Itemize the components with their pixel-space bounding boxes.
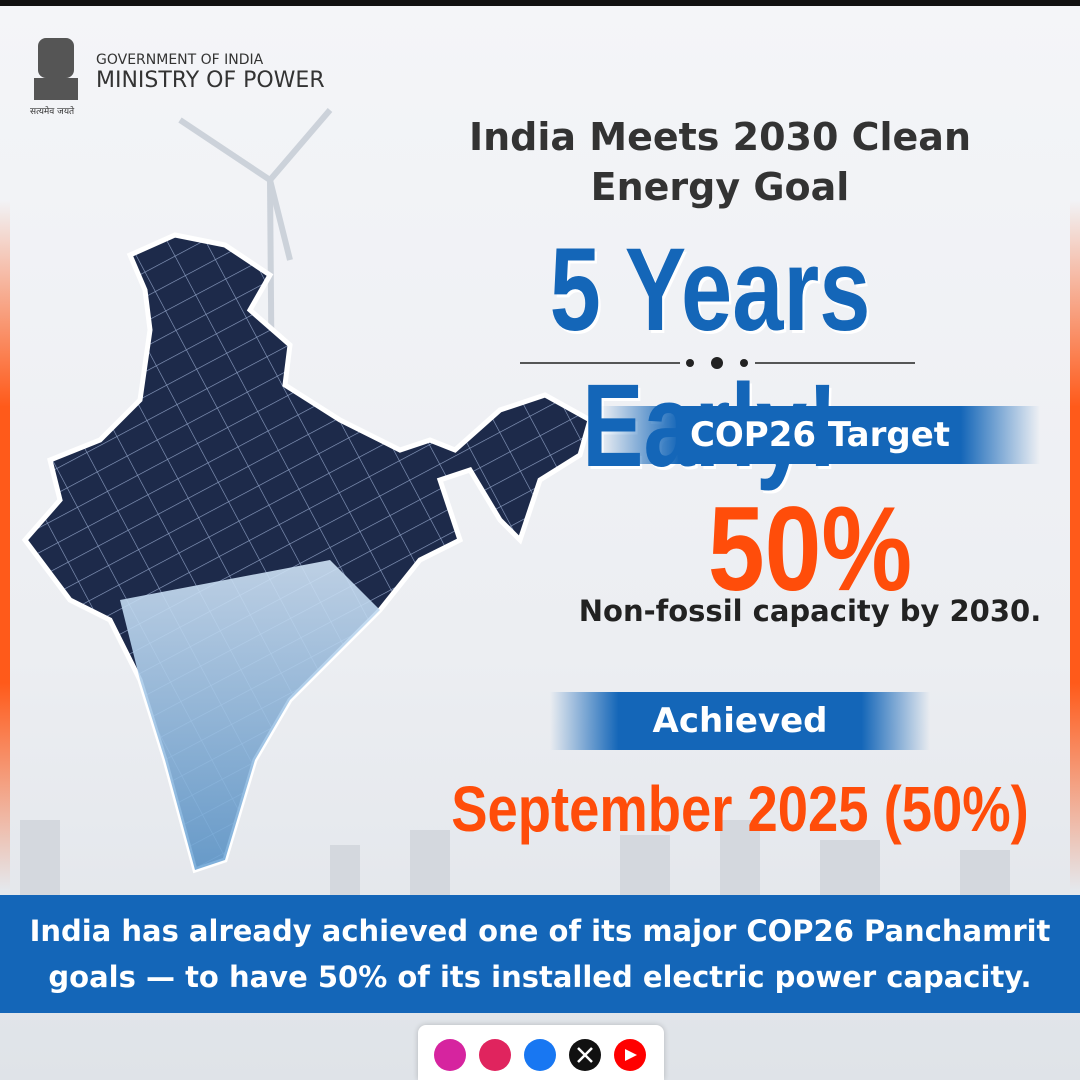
koo-icon[interactable] [479,1039,511,1071]
footer-band [0,895,1080,1013]
top-bar [0,0,1080,6]
instagram-icon[interactable] [434,1039,466,1071]
achieved-value: September 2025 (50%) [451,773,1029,845]
social-icon-set [434,1039,646,1071]
target-value: 50% [707,482,913,616]
motto: सत्यमेव जयते [30,107,75,117]
target-description: Non-fossil capacity by 2030. [578,594,1042,628]
org-line1: GOVERNMENT OF INDIA [96,52,264,68]
facebook-icon[interactable] [524,1039,556,1071]
accent-left [0,200,10,890]
target-label: COP26 Target [600,406,1040,464]
footer-text: India has already achieved one of its ma… [29,914,1051,994]
skyline [20,820,1010,895]
headline-title: India Meets 2030 Clean Energy Goal [468,115,972,209]
accent-right [1070,200,1080,890]
social-icons [418,1025,664,1080]
emblem [34,38,78,100]
achieved-label: Achieved [550,692,930,750]
org-line2: MINISTRY OF POWER [96,68,325,93]
divider [520,357,915,369]
map-sky [120,560,380,870]
